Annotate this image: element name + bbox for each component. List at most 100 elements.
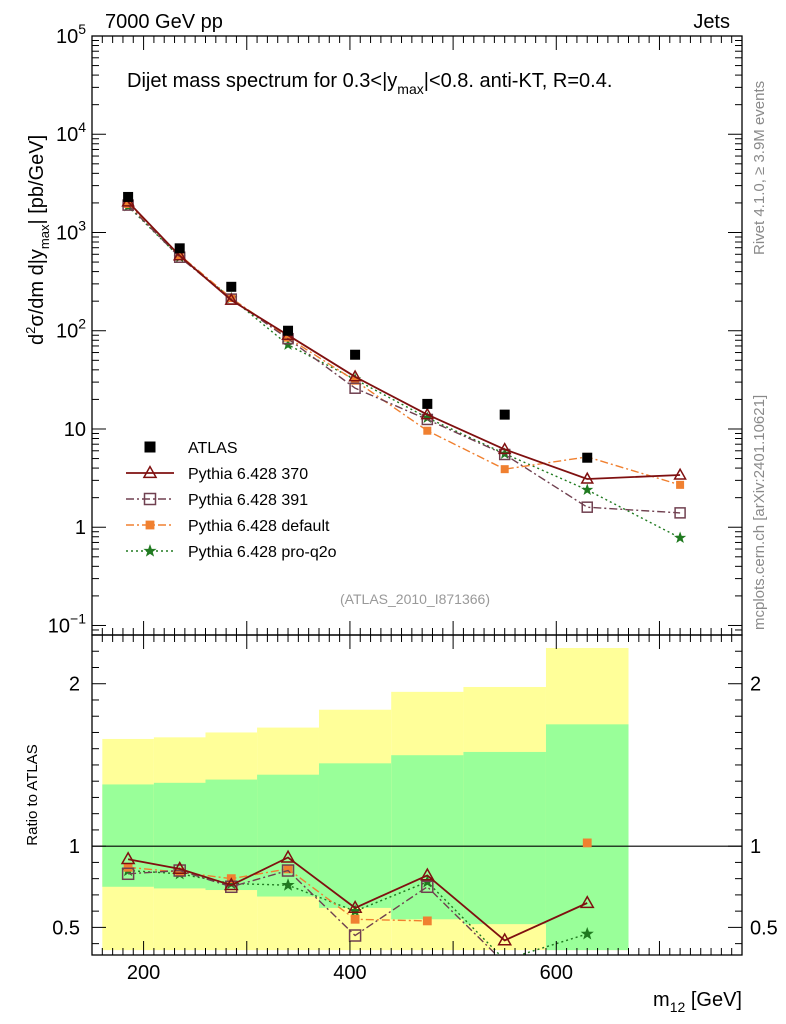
y-tick-label-2: 10 — [64, 419, 86, 441]
x-axis-label-sub: 12 — [670, 999, 686, 1015]
ratio-series-group — [120, 838, 595, 969]
x-axis-label-unit: [GeV] — [685, 989, 742, 1011]
series-3-point-8 — [676, 480, 685, 489]
y-axis-label-end: | [pb/GeV] — [26, 135, 48, 225]
ratio-2-point-0 — [121, 867, 135, 881]
atlas-point-1 — [174, 243, 185, 254]
ratio-1-point-1 — [172, 861, 188, 875]
atlas-point-3 — [283, 325, 294, 336]
ratio-tick-label-left-0: 0.5 — [52, 917, 80, 939]
series-1-point-6 — [497, 442, 512, 455]
chart-title-sub: max — [397, 81, 423, 97]
ratio-3-point-0 — [123, 862, 133, 872]
y-tick-label-4: 103 — [56, 217, 86, 244]
atlas-point-2 — [226, 281, 237, 292]
y-tick-label-base-6: 10 — [56, 26, 78, 48]
y-tick-label-3: 102 — [56, 316, 86, 343]
legend-label-3: Pythia 6.428 default — [188, 518, 330, 535]
series-3-point-5 — [423, 426, 432, 435]
series-3-point-3 — [284, 333, 293, 342]
legend-label-1: Pythia 6.428 370 — [188, 466, 308, 483]
header-jets-label: Jets — [693, 11, 730, 33]
ratio-tick-label-right-1: 1 — [750, 836, 761, 858]
header-energy-label: 7000 GeV pp — [105, 11, 223, 33]
ratio-tick-label-left-1: 1 — [69, 836, 80, 858]
ratio-1-point-5 — [419, 867, 435, 881]
analysis-id-label: (ATLAS_2010_I871366) — [340, 591, 490, 607]
ratio-2-point-2 — [225, 880, 238, 894]
ratio-line-1-0 — [127, 856, 588, 942]
series-4-point-8 — [674, 531, 687, 543]
y-tick-label-exp-4: 3 — [78, 217, 86, 233]
series-line-4 — [127, 205, 681, 539]
ratio-1-point-7 — [579, 895, 595, 909]
ratio-1-point-0 — [120, 851, 136, 865]
ratio-axis-label: Ratio to ATLAS — [24, 744, 41, 845]
series-3-point-6 — [500, 465, 509, 474]
ratio-tick-label-left-2: 2 — [69, 674, 80, 696]
chart-title-post: |<0.8. anti-KT, R=0.4. — [424, 70, 613, 92]
ratio-4-point-7 — [580, 926, 594, 940]
legend: ATLAS Pythia 6.428 370 Pythia 6.428 391 Pyt… — [126, 440, 337, 561]
series-4-point-7 — [581, 483, 594, 496]
x-tick-label-1: 400 — [333, 962, 366, 984]
x-tick-label-2: 600 — [540, 962, 573, 984]
atlas-point-0 — [123, 191, 134, 202]
ratio-2-point-6 — [499, 958, 510, 969]
y-tick-label-base-5: 10 — [56, 124, 78, 146]
ratio-1-point-4 — [347, 900, 363, 914]
ratio-band-inner-6 — [463, 751, 546, 925]
ratio-line-2-0 — [128, 869, 498, 955]
ratio-tick-label-right-0: 0.5 — [750, 917, 778, 939]
ratio-3-point-3 — [283, 864, 293, 874]
y-tick-label-exp-0: −1 — [70, 610, 86, 626]
series-2-point-4 — [349, 382, 361, 394]
y-axis-label-d: d — [26, 334, 48, 345]
legend-marker-1 — [142, 465, 158, 479]
rivet-version-label: Rivet 4.1.0, ≥ 3.9M events — [751, 81, 768, 255]
ratio-tick-label-right-2: 2 — [750, 674, 761, 696]
legend-label-4: Pythia 6.428 pro-q2o — [188, 544, 337, 561]
ratio-uncertainty-bands — [102, 647, 629, 951]
y-tick-label-base-4: 10 — [56, 222, 78, 244]
series-1-point-4 — [348, 369, 362, 382]
series-line-1 — [127, 201, 681, 480]
ratio-band-inner-4 — [318, 763, 392, 908]
ratio-line-4-0 — [128, 869, 588, 955]
series-1-point-7 — [580, 471, 595, 484]
ratio-3-point-4 — [350, 914, 360, 924]
atlas-point-7 — [582, 452, 593, 463]
ratio-1-point-6 — [497, 932, 513, 946]
atlas-point-6 — [499, 409, 510, 420]
y-tick-label-1: 1 — [75, 517, 86, 539]
ratio-2-point-3 — [281, 864, 295, 877]
ratio-panel-frame — [91, 634, 743, 956]
legend-marker-0 — [144, 441, 156, 453]
mcplots-source-label: mcplots.cern.ch [arXiv:2401.10621] — [751, 395, 768, 630]
y-tick-label-6: 105 — [56, 21, 86, 48]
x-axis-label: m12 [GeV] — [653, 989, 742, 1015]
y-axis-label: d2σ/dm d|ymax| [pb/GeV] — [23, 135, 52, 345]
ratio-1-point-3 — [280, 849, 296, 863]
ratio-4-point-3 — [281, 878, 295, 891]
legend-marker-4 — [143, 544, 157, 557]
series-line-2 — [127, 204, 681, 514]
x-axis-label-main: m — [653, 989, 670, 1011]
ratio-2-point-4 — [348, 929, 362, 942]
y-tick-label-5: 104 — [56, 119, 86, 146]
series-1-point-5 — [420, 407, 435, 420]
y-tick-label-0: 10−1 — [48, 610, 86, 637]
y-axis-label-mid: σ/dm d|y — [26, 249, 48, 327]
y-tick-label-base-0: 10 — [48, 615, 70, 637]
ratio-band-inner-7 — [545, 724, 629, 951]
legend-label-2: Pythia 6.428 391 — [188, 492, 308, 509]
y-axis-label-sub: max — [37, 224, 52, 249]
ratio-2-point-5 — [421, 880, 434, 894]
chart-title-pre: Dijet mass spectrum for 0.3<|y — [127, 70, 397, 92]
y-tick-label-exp-5: 4 — [78, 119, 86, 135]
chart-title: Dijet mass spectrum for 0.3<|ymax|<0.8. … — [127, 70, 612, 97]
ratio-3-point-1 — [175, 867, 185, 877]
ratio-3-point-7 — [582, 838, 592, 848]
series-1-point-8 — [673, 467, 687, 480]
